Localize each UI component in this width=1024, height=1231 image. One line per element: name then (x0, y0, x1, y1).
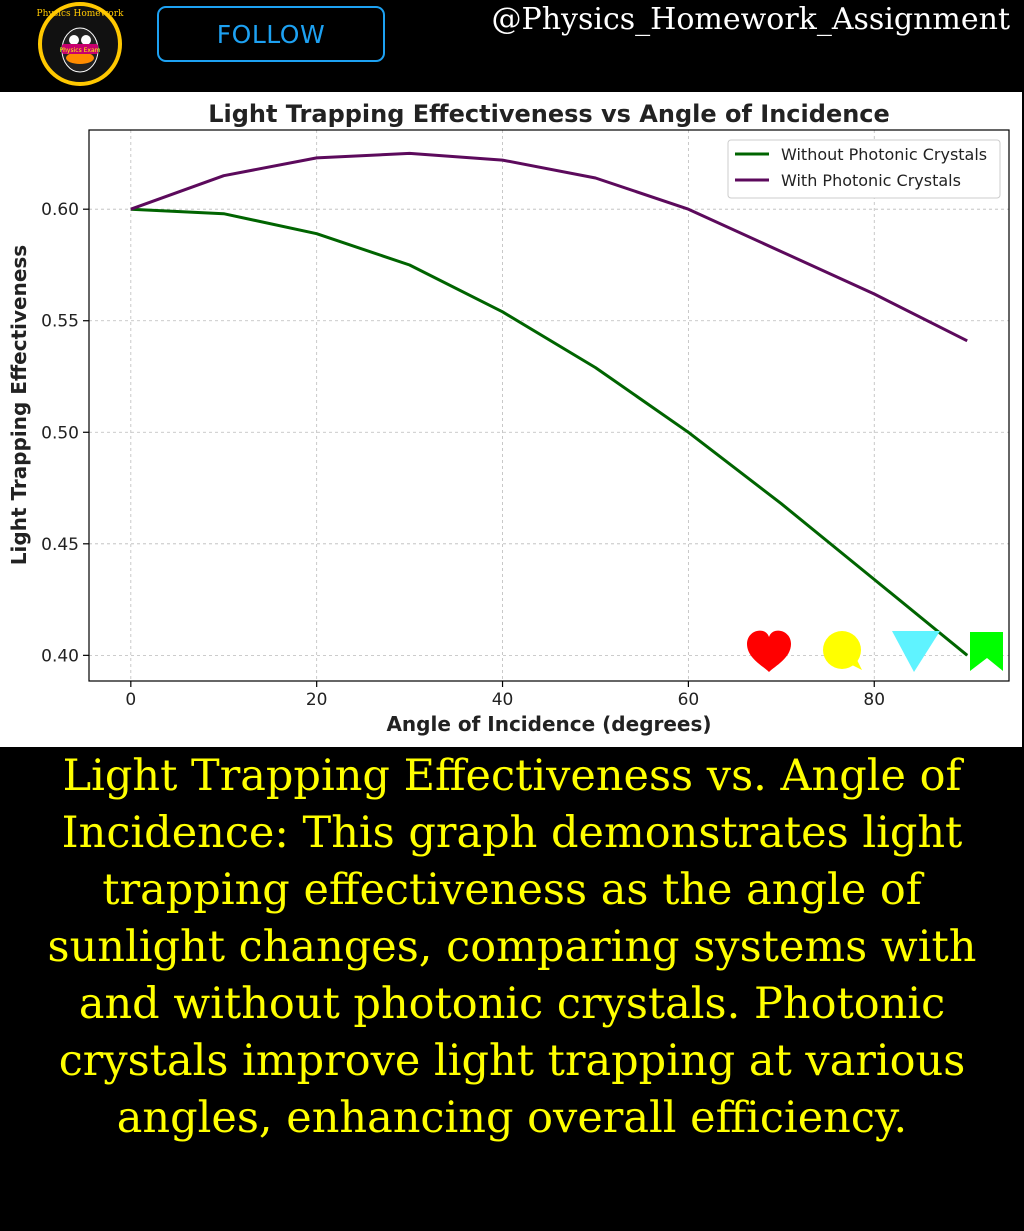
y-tick-label: 0.50 (41, 423, 79, 443)
bookmark-icon[interactable] (970, 632, 1003, 671)
chart-panel: 0 20 40 60 80 0.40 0.45 0.50 0.55 0.60 Light Trap… (0, 92, 1022, 747)
x-axis-label: Angle of Incidence (degrees) (386, 712, 711, 736)
avatar-badge-text: Physics Exam (60, 47, 101, 54)
y-tick-label: 0.45 (41, 535, 79, 555)
account-handle[interactable]: @Physics_Homework_Assignment (491, 2, 1010, 37)
speech-bubble-icon[interactable] (823, 631, 862, 670)
caption-text: Light Trapping Effectiveness vs. Angle o… (0, 748, 1024, 1231)
avatar-ring-text: Physics Homework (37, 9, 125, 19)
triangle-arrow-icon[interactable] (892, 631, 940, 672)
x-tick-label: 20 (306, 690, 328, 710)
y-axis-label: Light Trapping Effectiveness (7, 245, 31, 565)
x-tick-label: 60 (678, 690, 700, 710)
series-lines (130, 151, 969, 657)
y-tick-label: 0.60 (41, 200, 79, 220)
grid (89, 130, 1009, 681)
series-line-without (130, 207, 969, 657)
legend-box (727, 139, 1001, 199)
line-chart: 0 20 40 60 80 0.40 0.45 0.50 0.55 0.60 Light Trap… (7, 100, 1010, 736)
follow-button[interactable]: FOLLOW (157, 6, 385, 62)
header-bar: Physics Homework Physics Exam FOLLOW @Ph… (0, 0, 1024, 92)
plot-frame (88, 129, 1010, 682)
series-line-with (130, 151, 968, 343)
x-tick-label: 80 (863, 690, 885, 710)
chart-title: Light Trapping Effectiveness vs Angle of… (208, 100, 890, 128)
legend: Without Photonic Crystals With Photonic … (727, 139, 1001, 199)
avatar[interactable]: Physics Homework Physics Exam (26, 0, 134, 88)
x-tick-label: 40 (492, 690, 514, 710)
axis-ticks: 0 20 40 60 80 0.40 0.45 0.50 0.55 0.60 (41, 200, 885, 710)
legend-label-with: With Photonic Crystals (781, 171, 961, 190)
y-tick-label: 0.40 (41, 646, 79, 666)
x-tick-label: 0 (125, 690, 136, 710)
reaction-bar (747, 630, 1003, 672)
y-tick-label: 0.55 (41, 312, 79, 332)
legend-label-without: Without Photonic Crystals (781, 145, 987, 164)
heart-icon[interactable] (747, 630, 791, 672)
